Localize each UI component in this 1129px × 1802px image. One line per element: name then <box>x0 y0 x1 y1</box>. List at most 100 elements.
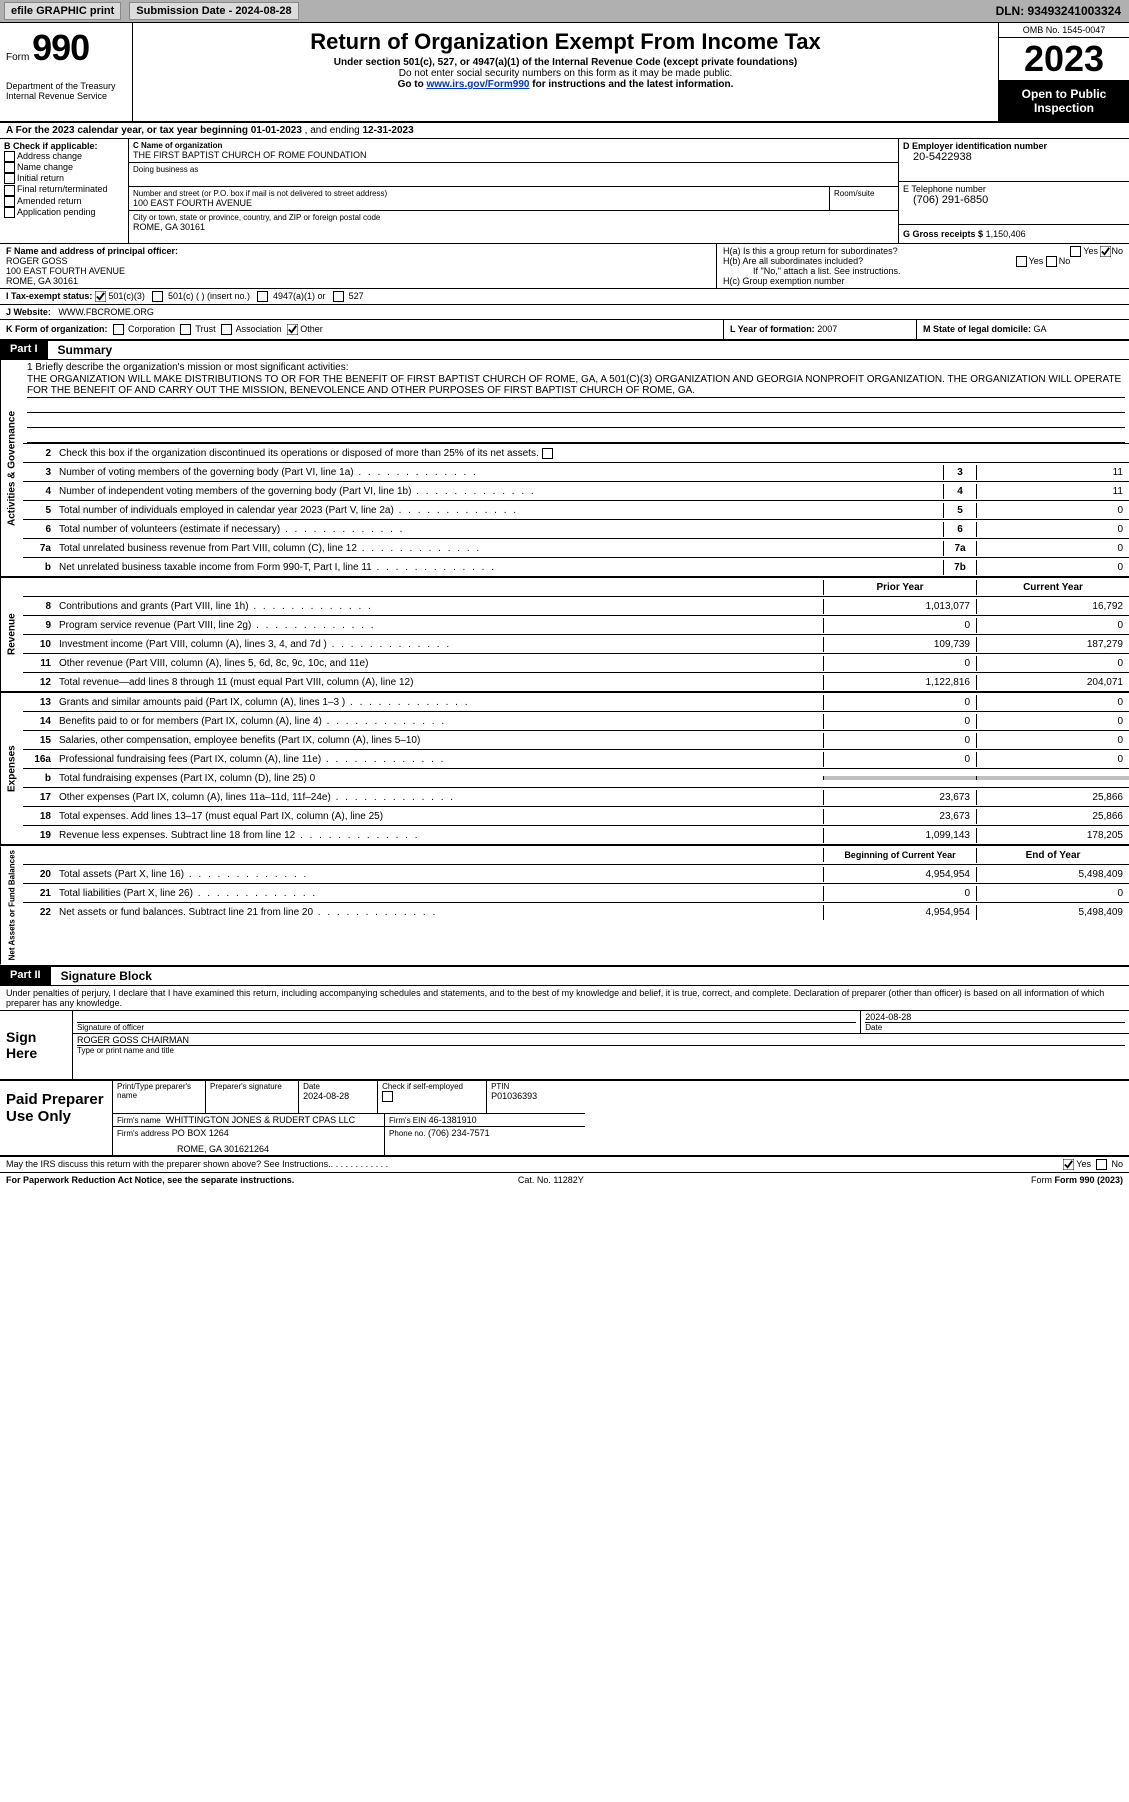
subtitle-1: Under section 501(c), 527, or 4947(a)(1)… <box>141 57 990 68</box>
hb-no[interactable] <box>1046 256 1057 267</box>
r21n: 21 <box>23 886 55 901</box>
mission-text: THE ORGANIZATION WILL MAKE DISTRIBUTIONS… <box>27 373 1125 398</box>
r10c: 187,279 <box>976 637 1129 652</box>
gov-side: Activities & Governance <box>0 360 23 576</box>
ha-yes[interactable] <box>1070 246 1081 257</box>
r12c: 204,071 <box>976 675 1129 690</box>
street-address: 100 EAST FOURTH AVENUE <box>133 198 825 208</box>
hb-no-lbl: No <box>1059 256 1071 266</box>
b-opt-1: Name change <box>17 162 73 172</box>
chk-501c[interactable] <box>152 291 163 302</box>
na-side: Net Assets or Fund Balances <box>0 846 23 964</box>
r7bd: Net unrelated business taxable income fr… <box>59 562 372 573</box>
submission-button[interactable]: Submission Date - 2024-08-28 <box>129 2 298 20</box>
ha-label: H(a) Is this a group return for subordin… <box>723 246 898 256</box>
efile-button[interactable]: efile GRAPHIC print <box>4 2 121 20</box>
phone-label: Phone no. <box>389 1129 425 1138</box>
part2-title: Signature Block <box>51 967 162 985</box>
chk-self-employed[interactable] <box>382 1091 393 1102</box>
part1-tag: Part I <box>0 341 48 359</box>
r20n: 20 <box>23 867 55 882</box>
prep-name-label: Print/Type preparer's name <box>117 1082 201 1100</box>
r10p: 109,739 <box>823 637 976 652</box>
chk-final-return[interactable] <box>4 185 15 196</box>
r9c: 0 <box>976 618 1129 633</box>
k-2: Association <box>236 324 282 334</box>
firm-name: WHITTINGTON JONES & RUDERT CPAS LLC <box>166 1115 355 1125</box>
sig-date-label: Date <box>865 1022 1125 1032</box>
r21c: 0 <box>976 886 1129 901</box>
form-ref-b: Form 990 (2023) <box>1054 1175 1123 1185</box>
g-label: G Gross receipts $ <box>903 229 983 239</box>
name-label: Type or print name and title <box>77 1045 1125 1055</box>
line-a: A For the 2023 calendar year, or tax yea… <box>0 123 1129 139</box>
hc-label: H(c) Group exemption number <box>723 276 1123 286</box>
hb-yes[interactable] <box>1016 256 1027 267</box>
r4c: 4 <box>943 484 976 499</box>
r6n: 6 <box>23 522 55 537</box>
prep-sig-label: Preparer's signature <box>210 1082 294 1091</box>
chk-501c3-icon[interactable] <box>95 291 106 302</box>
r20p: 4,954,954 <box>823 867 976 882</box>
exp-side: Expenses <box>0 693 23 844</box>
r2-chk[interactable] <box>542 448 553 459</box>
r6d: Total number of volunteers (estimate if … <box>59 524 280 535</box>
i-527: 527 <box>349 291 364 301</box>
r18n: 18 <box>23 809 55 824</box>
e-label: E Telephone number <box>903 184 1125 194</box>
r5v: 0 <box>976 503 1129 518</box>
chk-trust[interactable] <box>180 324 191 335</box>
hb-yes-lbl: Yes <box>1029 256 1044 266</box>
r20c: 5,498,409 <box>976 867 1129 882</box>
ptin-label: PTIN <box>491 1082 581 1091</box>
r7bv: 0 <box>976 560 1129 575</box>
r17n: 17 <box>23 790 55 805</box>
officer-city: ROME, GA 30161 <box>6 276 710 286</box>
room-label: Room/suite <box>834 189 894 198</box>
r21p: 0 <box>823 886 976 901</box>
discuss-yes: Yes <box>1076 1159 1091 1169</box>
i-4947: 4947(a)(1) or <box>273 291 326 301</box>
chk-application-pending[interactable] <box>4 207 15 218</box>
r15c: 0 <box>976 733 1129 748</box>
r3c: 3 <box>943 465 976 480</box>
goto-link[interactable]: www.irs.gov/Form990 <box>426 79 529 90</box>
open-to-public: Open to Public Inspection <box>999 81 1129 121</box>
chk-name-change[interactable] <box>4 162 15 173</box>
part1-header: Part I Summary <box>0 341 1129 360</box>
chk-address-change[interactable] <box>4 151 15 162</box>
chk-corp[interactable] <box>113 324 124 335</box>
discuss-yes-icon[interactable] <box>1063 1159 1074 1170</box>
chk-amended[interactable] <box>4 196 15 207</box>
ein: 20-5422938 <box>903 151 1125 163</box>
sign-block: Sign Here Signature of officer 2024-08-2… <box>0 1011 1129 1081</box>
form-word: Form <box>6 52 29 63</box>
city-state-zip: ROME, GA 30161 <box>133 222 894 232</box>
hb-note: If "No," attach a list. See instructions… <box>723 266 1123 276</box>
b-opt-4: Amended return <box>17 196 82 206</box>
domicile: GA <box>1034 324 1047 334</box>
m-label: M State of legal domicile: <box>923 324 1031 334</box>
subtitle-2: Do not enter social security numbers on … <box>141 68 990 79</box>
firm-ein-label: Firm's EIN <box>389 1116 426 1125</box>
chk-assoc[interactable] <box>221 324 232 335</box>
discuss-no-chk[interactable] <box>1096 1159 1107 1170</box>
chk-initial-return[interactable] <box>4 173 15 184</box>
b-label: B Check if applicable: <box>4 141 124 151</box>
r4v: 11 <box>976 484 1129 499</box>
part2-header: Part II Signature Block <box>0 967 1129 986</box>
row-i: I Tax-exempt status: 501(c)(3) 501(c) ( … <box>0 289 1129 305</box>
r10n: 10 <box>23 637 55 652</box>
r14p: 0 <box>823 714 976 729</box>
column-de: D Employer identification number 20-5422… <box>899 139 1129 243</box>
hdr-begin: Beginning of Current Year <box>823 848 976 862</box>
chk-527[interactable] <box>333 291 344 302</box>
year-formation: 2007 <box>817 324 837 334</box>
b-opt-3: Final return/terminated <box>17 184 108 194</box>
chk-other-icon[interactable] <box>287 324 298 335</box>
chk-4947[interactable] <box>257 291 268 302</box>
rev-block: Revenue Prior YearCurrent Year 8Contribu… <box>0 578 1129 693</box>
r16bn: b <box>23 771 55 786</box>
r12n: 12 <box>23 675 55 690</box>
r18d: Total expenses. Add lines 13–17 (must eq… <box>59 811 383 822</box>
